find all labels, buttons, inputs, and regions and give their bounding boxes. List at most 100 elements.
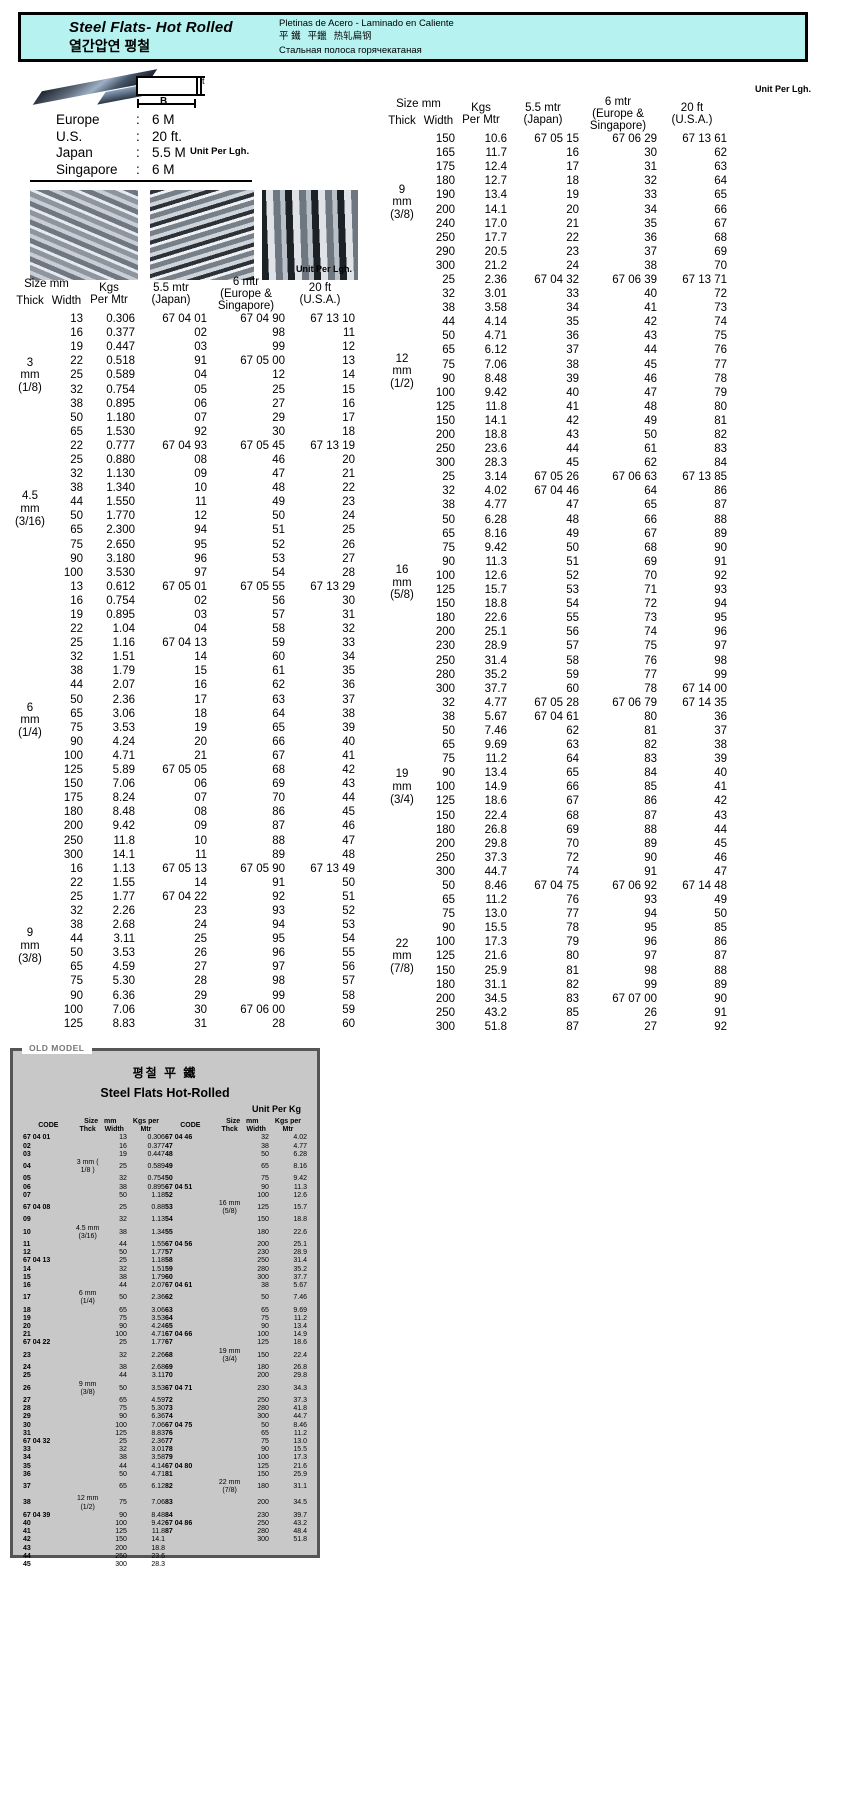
cell-code-europe: 67 06 39 (612, 273, 657, 286)
old-table-row: 41 125 11.8 87 280 48.4 (23, 1528, 307, 1536)
cell-code-europe: 82 (644, 739, 657, 752)
banner-title-kr: 열간압연 평철 (69, 38, 151, 55)
cell-width: 100 (63, 749, 83, 762)
cell-width: 90 (70, 989, 83, 1002)
cell-width: 32 (70, 383, 83, 396)
cell-kgs-per-mtr: 23.6 (484, 443, 507, 456)
old-cell-kgs: 0.754 (147, 1175, 165, 1183)
cell-width: 65 (70, 425, 83, 438)
cell-code-europe: 62 (272, 679, 285, 692)
table-row: 165 11.7 16 30 62 (382, 146, 727, 160)
cell-width: 125 (435, 950, 455, 963)
old-cell-kgs: 28.3 (151, 1560, 165, 1568)
cell-code-usa: 90 (714, 992, 727, 1005)
cell-width: 25 (70, 453, 83, 466)
cell-code-usa: 33 (342, 637, 355, 650)
cell-code-usa: 26 (342, 538, 355, 551)
old-table-row: 05 32 0.754 50 75 9.42 (23, 1175, 307, 1183)
cell-width: 44 (70, 679, 83, 692)
old-cell-kgs: 51.8 (293, 1536, 307, 1544)
table-row: 300 28.3 45 62 84 (382, 456, 727, 470)
old-cell-width: 200 (115, 1544, 127, 1552)
old-cell-kgs: 12.6 (293, 1191, 307, 1199)
cell-code-europe: 87 (272, 820, 285, 833)
cell-code-usa: 84 (714, 457, 727, 470)
cell-width: 240 (435, 217, 455, 230)
cell-code-europe: 70 (272, 792, 285, 805)
cell-code-europe: 58 (272, 623, 285, 636)
cell-code-japan: 67 05 28 (534, 696, 579, 709)
cell-code-europe: 97 (272, 961, 285, 974)
old-cell-width: 75 (119, 1405, 127, 1413)
old-cell-code: 67 04 66 (164, 1331, 193, 1339)
cell-code-japan: 65 (566, 767, 579, 780)
cell-code-japan: 12 (194, 510, 207, 523)
cell-width: 50 (70, 947, 83, 960)
old-cell-code: 09 (23, 1216, 31, 1224)
cell-code-europe: 96 (644, 936, 657, 949)
header-thick: Thick (388, 115, 416, 128)
table-row: 19 0.895 03 57 31 (10, 608, 355, 622)
cell-code-japan: 26 (194, 947, 207, 960)
cell-width: 200 (63, 820, 83, 833)
cell-code-japan: 96 (194, 552, 207, 565)
cell-code-japan: 11 (195, 496, 207, 509)
cell-code-usa: 53 (342, 919, 355, 932)
old-cell-kgs: 25.9 (293, 1470, 307, 1478)
cell-code-usa: 87 (714, 499, 727, 512)
cell-code-usa: 88 (714, 964, 727, 977)
cell-code-europe: 66 (644, 513, 657, 526)
header-size-mm: Size mm (396, 98, 441, 111)
cell-code-europe: 64 (644, 485, 657, 498)
cell-code-japan: 10 (194, 482, 207, 495)
cell-code-japan: 03 (194, 609, 207, 622)
old-cell-width: 300 (115, 1560, 127, 1568)
old-cell-kgs: 21.6 (293, 1462, 307, 1470)
old-cell-thickness (74, 1266, 102, 1274)
old-cell-thickness (74, 1454, 102, 1462)
cell-code-usa: 38 (342, 707, 355, 720)
old-cell-width: 100 (257, 1331, 269, 1339)
table-row: 75 5.30 28 98 57 (10, 974, 355, 988)
table-row: 90 3.180 96 53 27 (10, 552, 355, 566)
cell-kgs-per-mtr: 1.180 (106, 411, 135, 424)
cell-width: 25 (70, 637, 83, 650)
cell-code-usa: 38 (714, 739, 727, 752)
cell-code-europe: 89 (272, 848, 285, 861)
cell-code-japan: 41 (566, 400, 579, 413)
old-cell-width: 125 (257, 1204, 269, 1212)
cell-code-usa: 88 (714, 513, 727, 526)
cell-width: 75 (442, 753, 455, 766)
cell-code-japan: 38 (566, 358, 579, 371)
cell-code-japan: 67 04 01 (162, 313, 207, 326)
old-cell-kgs: 0.589 (147, 1163, 165, 1171)
cell-width: 90 (442, 372, 455, 385)
cell-width: 290 (435, 245, 455, 258)
cell-width: 22 (70, 876, 83, 889)
dimension-label-b: B (160, 96, 168, 107)
old-cell-kgs: 0.447 (147, 1150, 165, 1158)
old-cell-thickness (216, 1225, 244, 1241)
header-55mtr-japan: 5.5 mtr (Japan) (523, 102, 563, 126)
cell-kgs-per-mtr: 0.589 (106, 369, 135, 382)
old-table-row: 67 04 39 90 8.48 84 230 39.7 (23, 1512, 307, 1520)
table-row: 300 37.7 60 78 67 14 00 (382, 682, 727, 696)
old-cell-kgs: 13.4 (293, 1323, 307, 1331)
table-row: 50 4.71 36 43 75 (382, 329, 727, 343)
cell-code-usa: 86 (714, 936, 727, 949)
cell-kgs-per-mtr: 14.1 (484, 203, 507, 216)
cell-code-europe: 91 (644, 865, 657, 878)
old-cell-code: 17 (23, 1294, 31, 1302)
table-header-row: Size mm Kgs Per Mtr 5.5 mtr (Japan) 6 mtr (Eur… (10, 276, 355, 312)
old-cell-code: 67 04 56 (164, 1241, 193, 1249)
cell-width: 250 (63, 834, 83, 847)
cell-code-europe: 32 (644, 175, 657, 188)
cell-width: 19 (70, 341, 83, 354)
old-cell-code: 28 (23, 1405, 31, 1413)
old-cell-width: 230 (257, 1249, 269, 1257)
cell-code-usa: 22 (342, 482, 355, 495)
cell-code-japan: 53 (566, 584, 579, 597)
cell-code-europe: 84 (644, 767, 657, 780)
old-cell-width: 280 (257, 1265, 269, 1273)
cell-code-europe: 30 (644, 147, 657, 160)
